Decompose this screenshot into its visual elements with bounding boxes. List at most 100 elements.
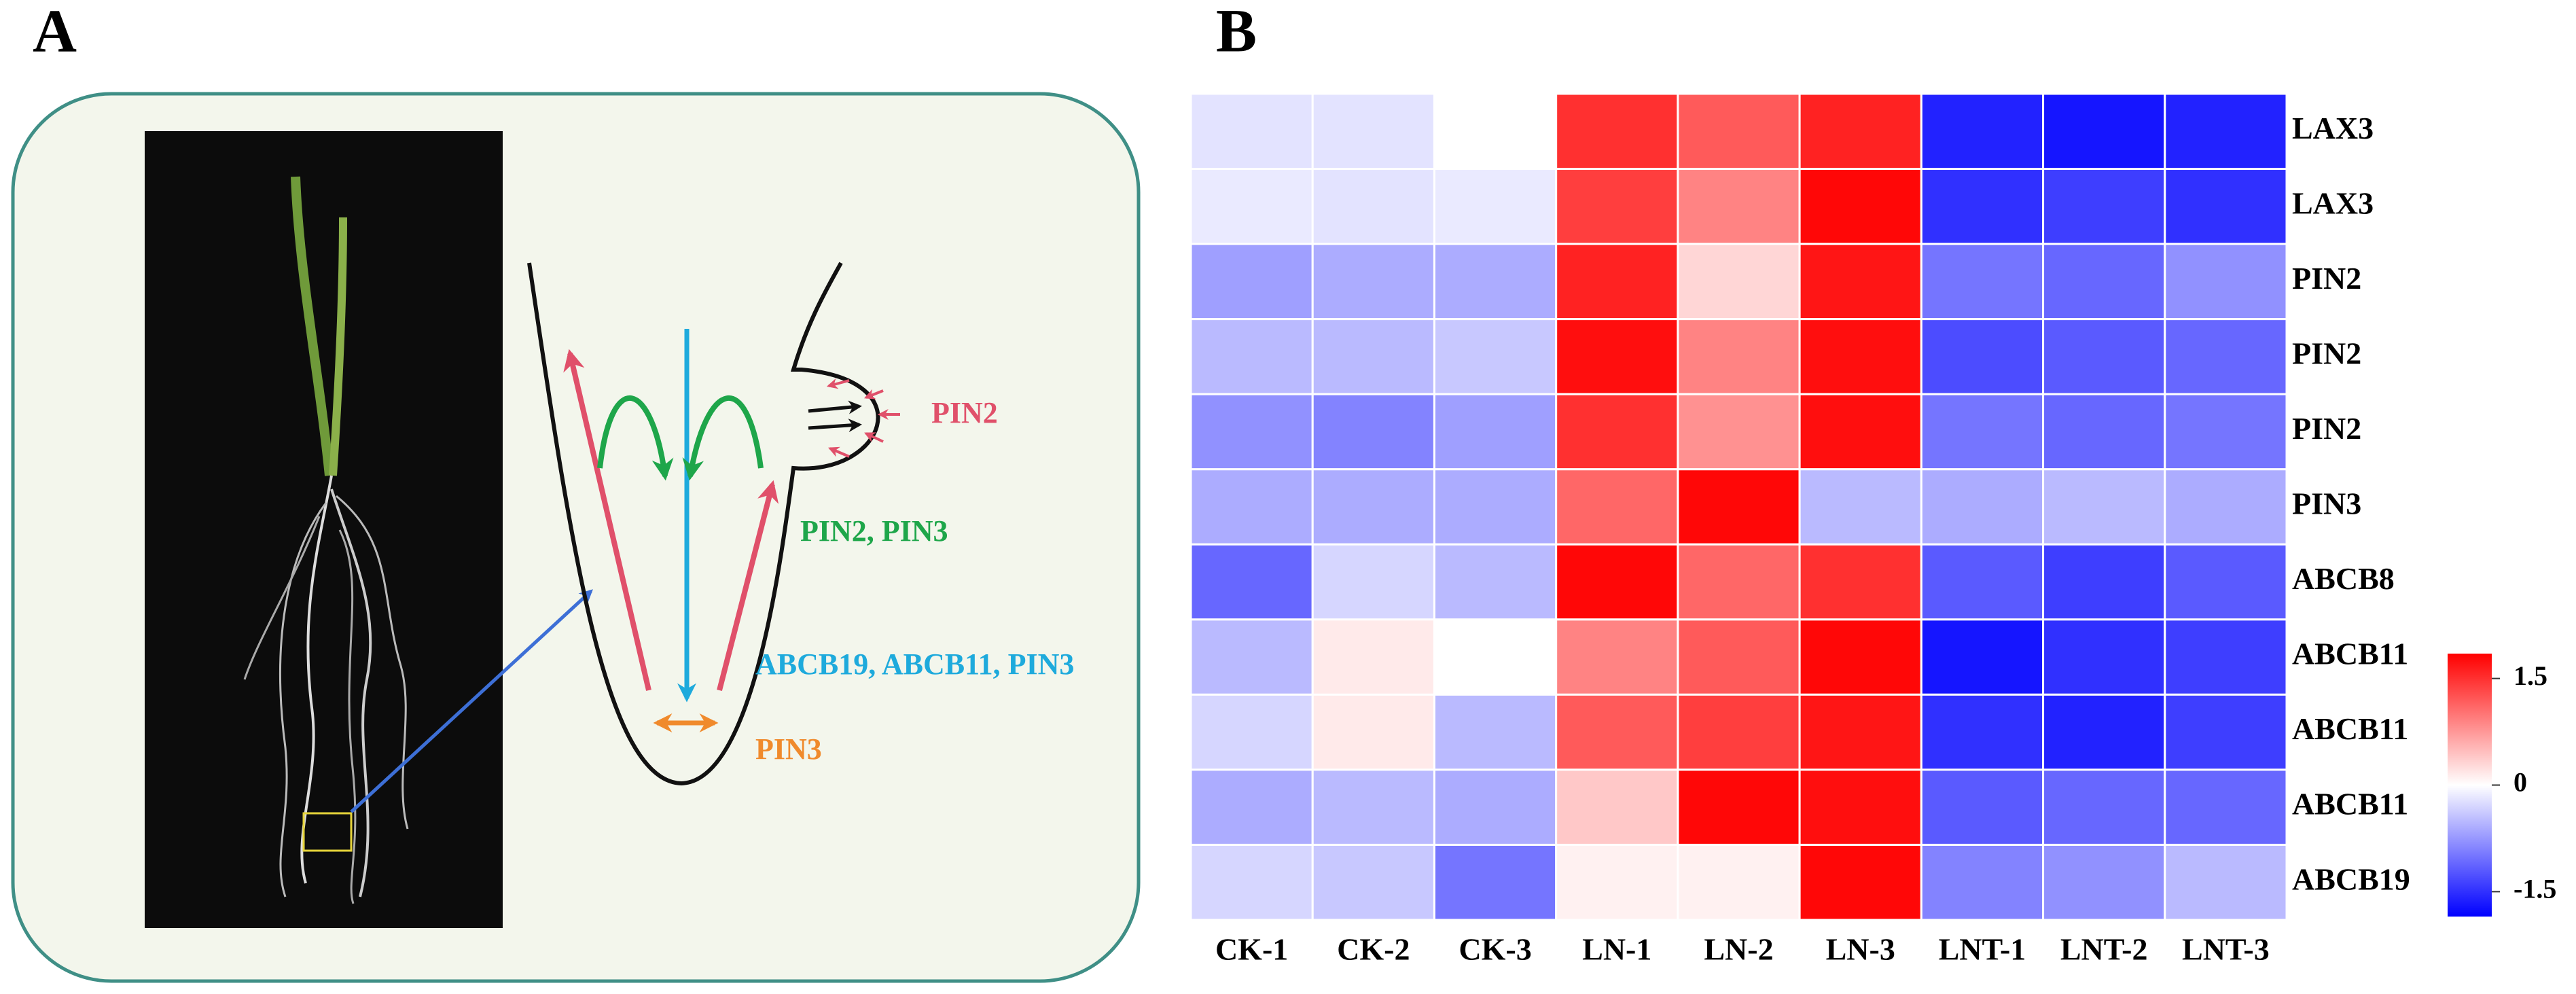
heatmap-cell bbox=[1555, 243, 1679, 321]
heatmap-cell bbox=[1311, 543, 1435, 621]
heatmap-cell bbox=[1555, 318, 1679, 395]
heatmap-cell bbox=[1555, 768, 1679, 846]
heatmap-cell bbox=[1433, 468, 1558, 546]
column-label: CK-3 bbox=[1459, 932, 1531, 967]
heatmap-cell bbox=[1189, 543, 1314, 621]
heatmap-cell bbox=[1311, 243, 1435, 321]
panel-label: A bbox=[33, 0, 77, 65]
row-label: LAX3 bbox=[2292, 111, 2374, 145]
column-label: CK-1 bbox=[1215, 932, 1288, 967]
colorbar bbox=[2448, 654, 2492, 917]
heatmap-cell bbox=[1798, 843, 1922, 921]
heatmap-cell bbox=[1677, 92, 1801, 171]
heatmap-cell bbox=[2164, 693, 2288, 771]
heatmap-cell bbox=[1798, 693, 1922, 771]
heatmap-cell bbox=[1920, 693, 2045, 771]
heatmap-cell bbox=[1189, 468, 1314, 546]
heatmap-cell bbox=[1677, 168, 1801, 245]
heatmap-cell bbox=[1189, 92, 1314, 171]
heatmap-cell bbox=[1920, 168, 2045, 245]
heatmap-cell bbox=[1311, 168, 1435, 245]
heatmap-cell bbox=[1311, 393, 1435, 471]
zoom-arrow bbox=[350, 589, 593, 813]
row-label: PIN2 bbox=[2292, 411, 2361, 446]
colorbar-tick-label: 0 bbox=[2514, 767, 2527, 798]
heatmap-cell bbox=[1798, 168, 1922, 245]
heatmap-cell bbox=[1677, 468, 1801, 546]
heatmap-cell bbox=[1433, 243, 1558, 321]
heatmap-cell bbox=[1920, 618, 2045, 696]
colorbar-tick-label: 1.5 bbox=[2514, 660, 2547, 691]
diagram-label: PIN2, PIN3 bbox=[800, 514, 948, 548]
column-label: LN-3 bbox=[1826, 932, 1895, 967]
row-label: ABCB11 bbox=[2292, 787, 2408, 821]
heatmap-cell bbox=[1555, 168, 1679, 245]
row-label: PIN2 bbox=[2292, 261, 2361, 296]
heatmap-cell bbox=[2164, 618, 2288, 696]
heatmap-cell bbox=[1433, 393, 1558, 471]
heatmap-cell bbox=[1677, 543, 1801, 621]
heatmap-cell bbox=[1798, 618, 1922, 696]
heatmap-cell bbox=[1189, 318, 1314, 395]
heatmap-cell bbox=[1311, 92, 1435, 171]
heatmap-cell bbox=[1311, 318, 1435, 395]
heatmap-cell bbox=[1311, 468, 1435, 546]
heatmap-cell bbox=[2042, 618, 2166, 696]
heatmap-cell bbox=[1920, 543, 2045, 621]
heatmap-cell bbox=[1798, 393, 1922, 471]
heatmap-cell bbox=[2164, 318, 2288, 395]
heatmap-cell bbox=[2164, 393, 2288, 471]
column-label: LNT-2 bbox=[2060, 932, 2148, 967]
heatmap-cell bbox=[2164, 168, 2288, 245]
heatmap-cell bbox=[1555, 468, 1679, 546]
heatmap-cell bbox=[1798, 318, 1922, 395]
heatmap-cell bbox=[2042, 318, 2166, 395]
heatmap-cell bbox=[1798, 768, 1922, 846]
heatmap-cell bbox=[1798, 92, 1922, 171]
heatmap-cell bbox=[1311, 843, 1435, 921]
heatmap-cell bbox=[2042, 843, 2166, 921]
heatmap-cell bbox=[2042, 92, 2166, 171]
row-label: ABCB19 bbox=[2292, 862, 2410, 896]
heatmap-cell bbox=[2164, 543, 2288, 621]
heatmap-cell bbox=[1798, 468, 1922, 546]
heatmap-cell bbox=[2164, 843, 2288, 921]
photo bbox=[145, 131, 503, 928]
heatmap-cell bbox=[1189, 618, 1314, 696]
heatmap-cell bbox=[2042, 168, 2166, 245]
heatmap-cell bbox=[1189, 768, 1314, 846]
heatmap-cell bbox=[1920, 318, 2045, 395]
plant bbox=[243, 176, 409, 904]
arrow bbox=[682, 395, 764, 481]
heatmap-cell bbox=[1555, 393, 1679, 471]
heatmap-cell bbox=[2042, 768, 2166, 846]
heatmap-cell bbox=[2164, 243, 2288, 321]
heatmap-cell bbox=[1189, 168, 1314, 245]
heatmap-cell bbox=[1433, 543, 1558, 621]
zoom-box bbox=[302, 812, 353, 852]
heatmap-cell bbox=[2042, 393, 2166, 471]
heatmap-cell bbox=[1433, 768, 1558, 846]
heatmap-cell bbox=[1433, 693, 1558, 771]
arrow bbox=[597, 395, 674, 481]
heatmap-cell bbox=[1798, 243, 1922, 321]
heatmap-cell bbox=[1433, 843, 1558, 921]
heatmap-cell bbox=[2042, 693, 2166, 771]
column-label: LNT-1 bbox=[1939, 932, 2026, 967]
column-label: LN-1 bbox=[1582, 932, 1651, 967]
heatmap-cell bbox=[1555, 618, 1679, 696]
heatmap-cell bbox=[2164, 468, 2288, 546]
heatmap-cell bbox=[1920, 243, 2045, 321]
heatmap-cell bbox=[1677, 318, 1801, 395]
heatmap-cell bbox=[1189, 693, 1314, 771]
heatmap-cell bbox=[2042, 243, 2166, 321]
heatmap-cell bbox=[1677, 768, 1801, 846]
diagram-label: ABCB19, ABCB11, PIN3 bbox=[755, 647, 1074, 681]
heatmap-cell bbox=[1920, 393, 2045, 471]
heatmap-cell bbox=[1555, 543, 1679, 621]
diagram bbox=[11, 92, 1141, 983]
row-label: ABCB11 bbox=[2292, 711, 2408, 746]
arrow bbox=[808, 419, 862, 433]
heatmap-cell bbox=[1311, 693, 1435, 771]
